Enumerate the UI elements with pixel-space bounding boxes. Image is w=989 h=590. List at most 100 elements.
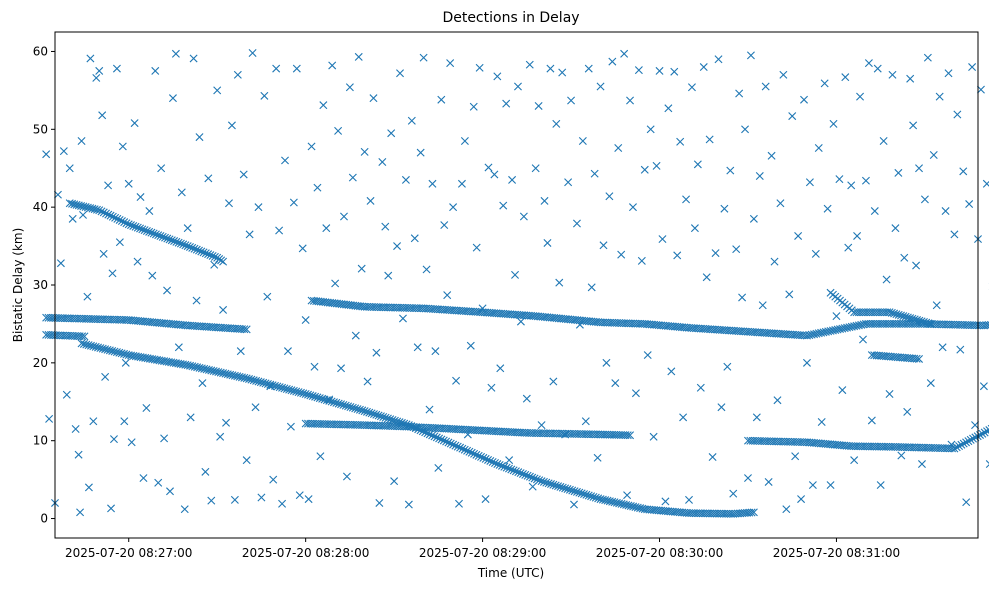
scatter-point	[643, 351, 652, 360]
track-point	[472, 450, 481, 459]
scatter-point	[493, 72, 502, 81]
scatter-point	[679, 413, 688, 422]
track-point	[174, 238, 183, 247]
scatter-point	[752, 413, 761, 422]
scatter-point	[714, 55, 723, 64]
scatter-point	[614, 144, 623, 152]
scatter-point	[962, 498, 971, 507]
track-point	[296, 388, 305, 397]
track-point	[259, 378, 268, 387]
scatter-point	[393, 242, 402, 251]
scatter-point	[531, 164, 540, 173]
scatter-point	[841, 73, 850, 82]
track-point	[826, 326, 835, 335]
scatter-point	[189, 54, 198, 63]
scatter-point	[254, 203, 263, 212]
track-point	[79, 202, 88, 211]
scatter-point	[107, 504, 116, 513]
track-point	[917, 317, 926, 326]
scatter-point	[546, 64, 555, 73]
track-point	[908, 314, 917, 323]
track-point	[113, 214, 122, 223]
track-point	[273, 382, 282, 391]
scatter-point	[322, 224, 331, 233]
track-point	[551, 481, 560, 490]
track-point	[240, 325, 249, 334]
track-point	[470, 449, 479, 458]
scatter-point	[198, 379, 207, 388]
track-point	[978, 429, 987, 438]
scatter-point	[42, 150, 51, 159]
scatter-point	[342, 472, 351, 481]
scatter-point	[838, 386, 847, 395]
scatter-point	[897, 451, 906, 460]
track-point	[185, 242, 194, 251]
track-point	[565, 485, 574, 494]
scatter-point	[743, 474, 752, 483]
scatter-point	[979, 382, 988, 391]
track-point	[79, 339, 88, 348]
scatter-point	[767, 151, 776, 160]
track-point	[749, 508, 758, 517]
scatter-point	[269, 475, 278, 484]
scatter-point	[726, 166, 735, 175]
track-point	[65, 199, 74, 208]
scatter-point	[738, 293, 747, 302]
track-point	[521, 470, 530, 479]
scatter-point	[457, 179, 466, 188]
track-point	[197, 247, 206, 256]
track-point	[558, 483, 567, 492]
track-point	[183, 242, 192, 251]
track-point	[294, 388, 303, 397]
track-point	[544, 479, 553, 488]
scatter-point	[508, 175, 517, 184]
scatter-point	[959, 167, 968, 176]
scatter-point	[853, 231, 862, 240]
scatter-point	[79, 210, 88, 219]
scatter-point	[932, 301, 941, 310]
track-point	[580, 490, 589, 499]
scatter-point	[101, 372, 110, 381]
scatter-point	[794, 231, 803, 240]
scatter-point	[711, 249, 720, 258]
scatter-point	[885, 389, 894, 398]
track-point	[603, 496, 612, 505]
scatter-point	[92, 73, 101, 82]
scatter-point	[112, 64, 121, 73]
scatter-point	[917, 460, 926, 469]
track-point	[142, 226, 151, 235]
x-tick-label: 2025-07-20 08:28:00	[242, 546, 369, 560]
scatter-point	[953, 110, 962, 119]
track-point	[84, 341, 93, 350]
track-point	[913, 316, 922, 325]
track-point	[615, 499, 624, 508]
track-point	[397, 418, 406, 427]
scatter-point	[357, 264, 366, 273]
scatter-point	[99, 249, 108, 258]
track-point	[636, 504, 645, 513]
track-point	[633, 503, 642, 512]
scatter-point	[222, 418, 231, 427]
scatter-point	[204, 174, 213, 183]
track-point	[77, 339, 86, 348]
track-point	[99, 208, 108, 217]
track-point	[115, 215, 124, 224]
track-point	[327, 397, 336, 406]
scatter-point	[549, 377, 558, 386]
scatter-point	[133, 257, 142, 266]
track-point	[926, 319, 935, 328]
scatter-point	[782, 505, 791, 514]
scatter-point	[260, 91, 269, 100]
track-point	[509, 466, 518, 475]
scatter-point	[443, 291, 452, 300]
track-point	[885, 308, 894, 317]
track-point	[115, 348, 124, 357]
scatter-point	[118, 142, 127, 151]
track-point	[446, 439, 455, 448]
track-point	[542, 478, 551, 487]
track-point	[219, 257, 228, 266]
track-point	[313, 393, 322, 402]
track-point	[547, 480, 555, 489]
scatter-point	[251, 403, 260, 412]
